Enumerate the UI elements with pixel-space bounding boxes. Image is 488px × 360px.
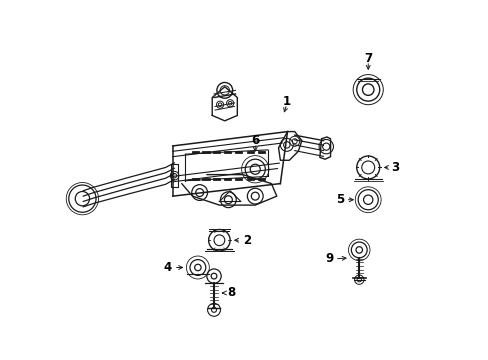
Text: 8: 8 xyxy=(227,287,235,300)
Text: 2: 2 xyxy=(242,234,250,247)
Text: 9: 9 xyxy=(325,252,333,265)
Text: 5: 5 xyxy=(335,193,344,206)
Text: 3: 3 xyxy=(391,161,399,174)
Text: 1: 1 xyxy=(282,95,290,108)
Text: 6: 6 xyxy=(251,134,259,147)
Text: 4: 4 xyxy=(163,261,172,274)
Text: 7: 7 xyxy=(364,51,371,64)
